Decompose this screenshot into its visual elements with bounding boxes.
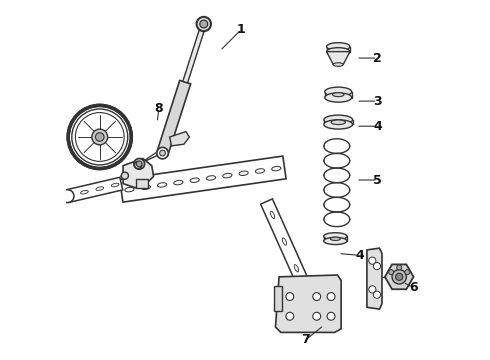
Ellipse shape	[294, 265, 298, 272]
Text: 3: 3	[373, 95, 382, 108]
Ellipse shape	[333, 93, 344, 96]
Ellipse shape	[206, 176, 216, 180]
Ellipse shape	[223, 174, 232, 178]
Circle shape	[136, 161, 142, 167]
Polygon shape	[66, 177, 123, 202]
Text: 7: 7	[301, 333, 310, 346]
Ellipse shape	[125, 187, 134, 192]
Ellipse shape	[96, 187, 103, 190]
Text: 1: 1	[237, 23, 246, 36]
Circle shape	[122, 172, 128, 179]
Circle shape	[314, 315, 327, 328]
Text: 2: 2	[373, 51, 382, 64]
Circle shape	[200, 20, 208, 28]
Circle shape	[392, 270, 406, 284]
Polygon shape	[367, 248, 382, 309]
Polygon shape	[120, 156, 286, 202]
Ellipse shape	[239, 171, 248, 176]
Circle shape	[395, 273, 403, 280]
Circle shape	[92, 129, 108, 145]
Ellipse shape	[326, 48, 350, 55]
Circle shape	[313, 293, 320, 301]
Circle shape	[327, 312, 335, 320]
Polygon shape	[385, 264, 414, 289]
Circle shape	[368, 257, 376, 264]
Ellipse shape	[324, 237, 347, 244]
Ellipse shape	[326, 42, 350, 50]
Polygon shape	[183, 23, 206, 83]
Text: 4: 4	[373, 120, 382, 133]
Ellipse shape	[330, 237, 341, 240]
Circle shape	[96, 133, 104, 141]
Circle shape	[373, 291, 381, 298]
Polygon shape	[275, 275, 341, 332]
Ellipse shape	[271, 166, 281, 171]
Text: 5: 5	[373, 174, 382, 186]
Circle shape	[135, 161, 142, 168]
Ellipse shape	[333, 63, 343, 66]
Circle shape	[286, 293, 294, 301]
Circle shape	[373, 262, 381, 270]
Ellipse shape	[325, 93, 352, 102]
Bar	[136, 179, 148, 188]
Circle shape	[134, 158, 145, 169]
Ellipse shape	[324, 120, 353, 129]
Circle shape	[368, 286, 376, 293]
Circle shape	[68, 105, 131, 168]
Ellipse shape	[255, 169, 265, 173]
Ellipse shape	[111, 183, 119, 187]
Ellipse shape	[80, 190, 88, 194]
Circle shape	[397, 265, 402, 270]
Ellipse shape	[270, 211, 275, 219]
Ellipse shape	[324, 233, 347, 240]
Circle shape	[61, 190, 74, 203]
Ellipse shape	[190, 178, 199, 183]
Ellipse shape	[282, 238, 287, 245]
Circle shape	[327, 293, 335, 301]
Text: 6: 6	[409, 281, 418, 294]
Circle shape	[160, 150, 166, 156]
Circle shape	[313, 312, 320, 320]
Ellipse shape	[157, 183, 167, 187]
Text: 4: 4	[355, 249, 364, 262]
Circle shape	[157, 147, 168, 159]
Text: 8: 8	[155, 102, 163, 115]
Polygon shape	[326, 51, 350, 64]
Bar	[274, 286, 282, 311]
Polygon shape	[157, 80, 191, 155]
Polygon shape	[261, 199, 326, 324]
Circle shape	[405, 270, 410, 275]
Ellipse shape	[324, 115, 353, 125]
Polygon shape	[123, 158, 153, 188]
Polygon shape	[170, 132, 190, 146]
Ellipse shape	[141, 185, 150, 189]
Ellipse shape	[331, 120, 345, 125]
Ellipse shape	[325, 87, 352, 96]
Circle shape	[196, 17, 211, 31]
Ellipse shape	[306, 291, 311, 298]
Circle shape	[286, 312, 294, 320]
Ellipse shape	[174, 180, 183, 185]
Circle shape	[389, 270, 393, 275]
